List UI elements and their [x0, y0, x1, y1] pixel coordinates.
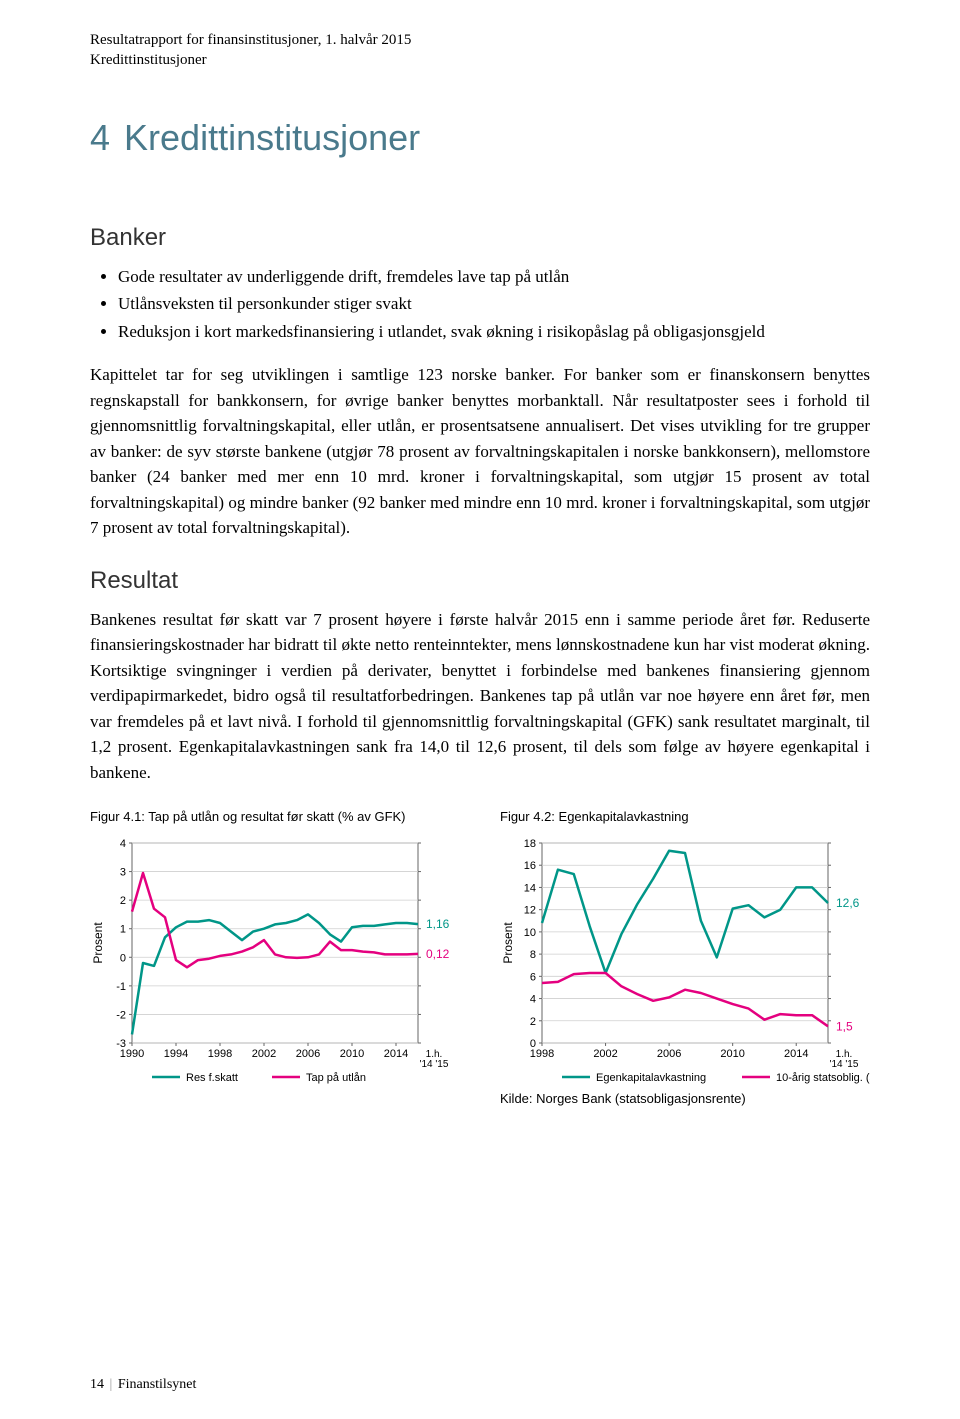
- svg-text:0: 0: [120, 952, 126, 964]
- chart-2-caption: Figur 4.2: Egenkapitalavkastning: [500, 807, 870, 827]
- svg-text:12,6: 12,6: [836, 896, 860, 910]
- footer-separator: |: [110, 1377, 113, 1392]
- banker-subheading: Banker: [90, 220, 870, 256]
- footer-page: 14: [90, 1377, 104, 1392]
- section-title: Kredittinstitusjoner: [124, 117, 420, 158]
- svg-text:Tap på utlån: Tap på utlån: [306, 1072, 366, 1084]
- svg-text:1998: 1998: [208, 1048, 232, 1060]
- page: Resultatrapport for finansinstitusjoner,…: [0, 0, 960, 1419]
- svg-text:4: 4: [120, 838, 126, 850]
- svg-text:'14 '15: '14 '15: [830, 1059, 859, 1070]
- section-number: 4: [90, 117, 110, 158]
- svg-text:2006: 2006: [657, 1048, 681, 1060]
- svg-text:14: 14: [524, 882, 536, 894]
- bullet-item: Reduksjon i kort markedsfinansiering i u…: [118, 319, 870, 345]
- svg-text:10: 10: [524, 926, 536, 938]
- svg-text:1,5: 1,5: [836, 1019, 853, 1033]
- svg-text:Egenkapitalavkastning: Egenkapitalavkastning: [596, 1072, 706, 1084]
- svg-text:Prosent: Prosent: [501, 921, 515, 963]
- paragraph-2: Bankenes resultat før skatt var 7 prosen…: [90, 607, 870, 786]
- svg-text:2014: 2014: [384, 1048, 408, 1060]
- svg-text:-2: -2: [116, 1009, 126, 1021]
- chart-1-svg: -3-2-10123419901994199820022006201020141…: [90, 833, 460, 1085]
- svg-text:2006: 2006: [296, 1048, 320, 1060]
- svg-text:3: 3: [120, 866, 126, 878]
- svg-text:Prosent: Prosent: [91, 921, 105, 963]
- charts-row: Figur 4.1: Tap på utlån og resultat før …: [90, 807, 870, 1108]
- svg-text:18: 18: [524, 838, 536, 850]
- svg-text:2002: 2002: [252, 1048, 276, 1060]
- svg-text:6: 6: [530, 971, 536, 983]
- paragraph-1: Kapittelet tar for seg utviklingen i sam…: [90, 362, 870, 541]
- chart-2-source: Kilde: Norges Bank (statsobligasjonsrent…: [500, 1089, 870, 1109]
- svg-text:2014: 2014: [784, 1048, 808, 1060]
- svg-text:'14 '15: '14 '15: [420, 1059, 449, 1070]
- running-header: Resultatrapport for finansinstitusjoner,…: [90, 30, 870, 71]
- svg-text:2: 2: [530, 1015, 536, 1027]
- svg-text:1990: 1990: [120, 1048, 144, 1060]
- page-footer: 14 | Finanstilsynet: [90, 1374, 196, 1395]
- svg-text:-1: -1: [116, 980, 126, 992]
- resultat-subheading: Resultat: [90, 563, 870, 599]
- svg-text:1,16: 1,16: [426, 917, 450, 931]
- svg-text:8: 8: [530, 949, 536, 961]
- chart-1-block: Figur 4.1: Tap på utlån og resultat før …: [90, 807, 460, 1108]
- svg-text:0,12: 0,12: [426, 946, 450, 960]
- svg-text:4: 4: [530, 993, 536, 1005]
- chart-1-caption: Figur 4.1: Tap på utlån og resultat før …: [90, 807, 460, 827]
- svg-text:2002: 2002: [593, 1048, 617, 1060]
- svg-text:1: 1: [120, 923, 126, 935]
- svg-text:12: 12: [524, 904, 536, 916]
- header-line-1: Resultatrapport for finansinstitusjoner,…: [90, 30, 870, 50]
- svg-text:2010: 2010: [340, 1048, 364, 1060]
- bullet-item: Utlånsveksten til personkunder stiger sv…: [118, 291, 870, 317]
- svg-text:1994: 1994: [164, 1048, 188, 1060]
- footer-org: Finanstilsynet: [118, 1377, 197, 1392]
- chart-2-block: Figur 4.2: Egenkapitalavkastning 0246810…: [500, 807, 870, 1108]
- svg-text:Res f.skatt: Res f.skatt: [186, 1072, 238, 1084]
- svg-text:2: 2: [120, 895, 126, 907]
- banker-bullets: Gode resultater av underliggende drift, …: [90, 264, 870, 345]
- svg-text:16: 16: [524, 860, 536, 872]
- section-heading: 4 Kredittinstitusjoner: [90, 111, 870, 165]
- header-line-2: Kredittinstitusjoner: [90, 50, 870, 70]
- svg-text:2010: 2010: [720, 1048, 744, 1060]
- chart-2-svg: 024681012141618199820022006201020141.h.'…: [500, 833, 870, 1085]
- bullet-item: Gode resultater av underliggende drift, …: [118, 264, 870, 290]
- svg-text:10-årig statsoblig. (snitt år): 10-årig statsoblig. (snitt år): [776, 1072, 870, 1084]
- svg-text:1998: 1998: [530, 1048, 554, 1060]
